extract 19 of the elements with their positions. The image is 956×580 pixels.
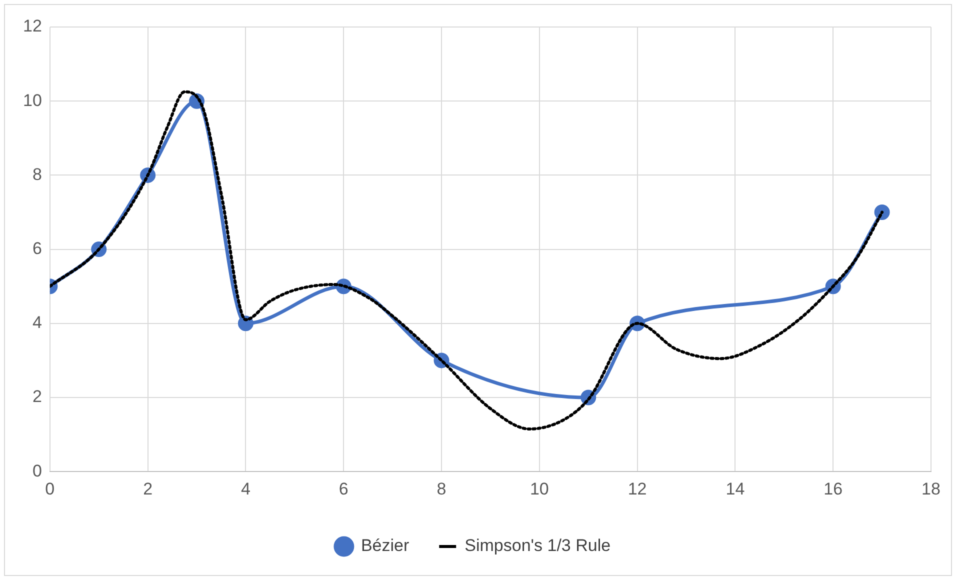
legend-label: Simpson's 1/3 Rule xyxy=(464,536,611,556)
y-tick-label: 8 xyxy=(32,164,42,184)
y-tick-label: 6 xyxy=(32,238,42,258)
legend-label: Bézier xyxy=(360,536,410,556)
y-tick-label: 4 xyxy=(32,313,42,332)
y-tick-label: 0 xyxy=(32,461,42,480)
x-tick-label: 14 xyxy=(726,479,745,498)
x-tick-label: 10 xyxy=(530,479,549,498)
x-tick-label: 12 xyxy=(628,479,647,498)
x-tick-label: 8 xyxy=(436,479,446,498)
y-tick-label: 12 xyxy=(22,16,42,36)
x-tick-label: 2 xyxy=(143,479,153,498)
x-tick-label: 6 xyxy=(338,479,348,498)
x-tick-label: 16 xyxy=(824,479,843,498)
x-tick-label: 4 xyxy=(240,479,250,498)
y-tick-label: 2 xyxy=(32,387,42,406)
x-tick-label: 18 xyxy=(922,479,940,498)
x-tick-label: 0 xyxy=(45,479,55,498)
y-tick-label: 10 xyxy=(22,90,42,110)
